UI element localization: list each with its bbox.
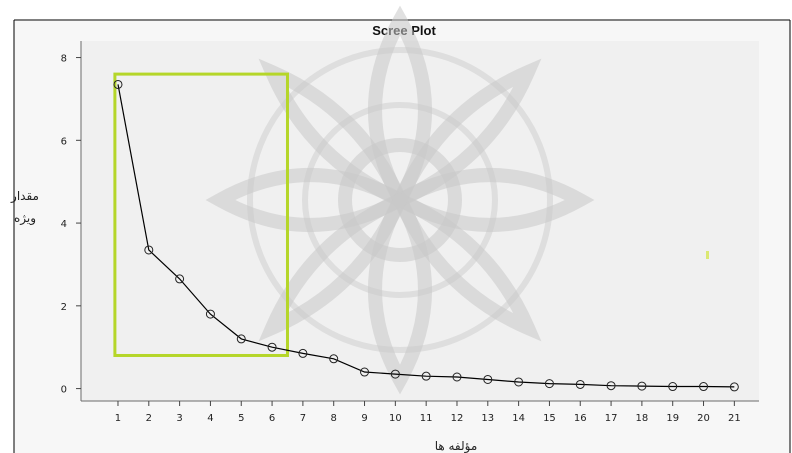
highlight-box-group xyxy=(113,72,289,357)
x-tick-label: 15 xyxy=(543,413,556,424)
data-point xyxy=(390,369,400,379)
data-point xyxy=(637,381,647,391)
data-point xyxy=(668,382,678,392)
data-point xyxy=(699,382,709,392)
series-line xyxy=(117,84,735,388)
x-tick-label: 2 xyxy=(146,413,152,424)
y-axis-title-line-1: مقدار xyxy=(10,189,39,204)
data-point xyxy=(729,382,739,392)
x-tick-label: 3 xyxy=(176,413,182,424)
x-tick-label: 9 xyxy=(361,413,367,424)
data-point xyxy=(452,372,462,382)
data-point xyxy=(606,381,616,391)
data-point xyxy=(298,348,308,358)
y-tick-label: 8 xyxy=(61,54,67,65)
x-tick-label: 18 xyxy=(636,413,649,424)
x-axis-title: مؤلفه ها xyxy=(435,439,478,453)
data-point xyxy=(575,379,585,389)
watermark-rosette xyxy=(205,5,595,395)
data-point xyxy=(514,377,524,387)
data-point xyxy=(113,79,123,89)
x-tick-label: 6 xyxy=(269,413,275,424)
x-tick-label: 14 xyxy=(512,413,525,424)
x-tick-label: 19 xyxy=(666,413,679,424)
x-tick-label: 10 xyxy=(389,413,402,424)
data-point xyxy=(360,367,370,377)
x-tick-label: 16 xyxy=(574,413,587,424)
y-tick-label: 2 xyxy=(61,302,67,313)
y-tick-label: 0 xyxy=(61,385,67,396)
x-tick-label: 11 xyxy=(420,413,433,424)
y-tick-label: 6 xyxy=(61,136,67,147)
x-tick-label: 12 xyxy=(451,413,464,424)
data-point xyxy=(544,379,554,389)
data-point xyxy=(483,374,493,384)
data-point xyxy=(236,334,246,344)
x-tick-label: 20 xyxy=(697,413,710,424)
highlight-box xyxy=(113,72,289,357)
eigenvalue-series xyxy=(113,79,739,392)
x-tick-label: 1 xyxy=(115,413,121,424)
x-tick-label: 7 xyxy=(300,413,306,424)
x-tick-label: 17 xyxy=(605,413,618,424)
x-tick-label: 8 xyxy=(331,413,337,424)
x-tick-label: 13 xyxy=(481,413,494,424)
y-tick-label: 4 xyxy=(61,219,67,230)
data-point xyxy=(329,354,339,364)
data-point xyxy=(205,309,215,319)
x-tick-label: 5 xyxy=(238,413,244,424)
data-point xyxy=(421,371,431,381)
stray-mark xyxy=(706,251,709,259)
y-axis-title-line-2: ویژه xyxy=(14,211,36,226)
data-point xyxy=(144,245,154,255)
x-tick-label: 4 xyxy=(207,413,213,424)
data-point xyxy=(175,274,185,284)
x-tick-label: 21 xyxy=(728,413,741,424)
data-point xyxy=(267,342,277,352)
